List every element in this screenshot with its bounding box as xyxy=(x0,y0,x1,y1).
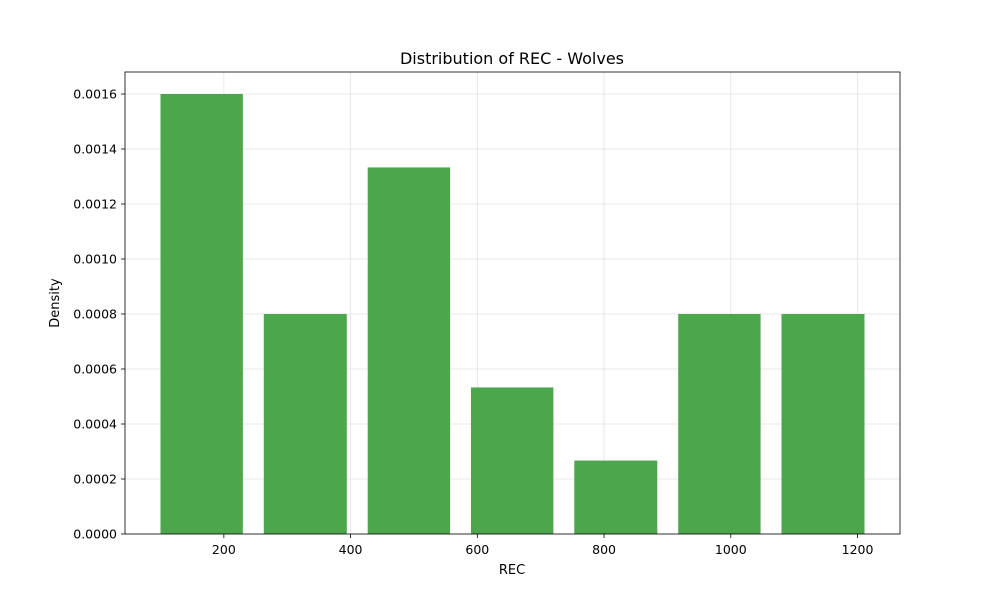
bar-layer xyxy=(160,94,865,535)
y-tick-label-2: 0.0004 xyxy=(73,417,117,432)
y-axis-label: Density xyxy=(48,278,63,328)
plot-frame xyxy=(124,71,901,535)
y-tick-label-4: 0.0008 xyxy=(73,307,117,322)
x-tick-label-3: 800 xyxy=(592,542,616,557)
histogram-bar-6 xyxy=(678,314,761,534)
histogram-bar-7 xyxy=(781,314,865,534)
y-tick-label-5: 0.0010 xyxy=(73,252,117,267)
histogram-bar-3 xyxy=(367,167,451,535)
grid-layer xyxy=(125,72,900,535)
histogram-bar-2 xyxy=(263,314,347,534)
x-tick-label-1: 400 xyxy=(339,542,363,557)
y-tick-label-6: 0.0012 xyxy=(73,197,117,212)
y-tick-label-0: 0.0000 xyxy=(73,527,117,542)
histogram-bar-4 xyxy=(470,387,554,534)
histogram-bar-1 xyxy=(160,94,243,534)
y-tick-label-7: 0.0014 xyxy=(73,142,117,157)
x-tick-label-5: 1200 xyxy=(842,542,874,557)
x-tick-label-4: 1000 xyxy=(715,542,747,557)
x-tick-label-0: 200 xyxy=(212,542,236,557)
y-tick-label-3: 0.0006 xyxy=(73,362,117,377)
y-tick-label-8: 0.0016 xyxy=(73,87,117,102)
x-tick-label-2: 600 xyxy=(465,542,489,557)
x-axis-label: REC xyxy=(499,563,525,578)
chart-title: Distribution of REC - Wolves xyxy=(400,49,624,68)
y-axis-ticks: 0.0000 0.0002 0.0004 0.0006 0.0008 0.0010 0.00… xyxy=(73,87,125,542)
y-tick-label-1: 0.0002 xyxy=(73,472,117,487)
histogram-bar-5 xyxy=(574,460,658,534)
x-axis-ticks: 200 400 600 800 1000 1200 xyxy=(212,534,874,557)
